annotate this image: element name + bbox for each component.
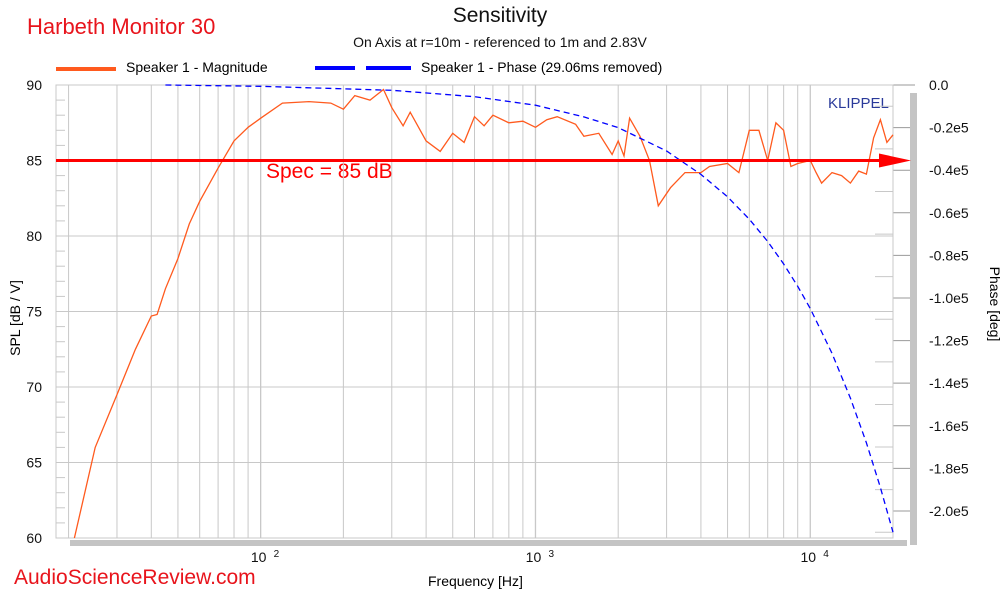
horizontal-scrollbar [70,540,907,546]
watermark: AudioScienceReview.com [14,566,256,589]
y2-tick-label: -2.0e5 [929,503,969,519]
y2-tick-label: -0.2e5 [929,120,969,136]
y2-tick-label: -0.8e5 [929,247,969,263]
series-line-phase [165,84,894,533]
y2-tick-label: -1.8e5 [929,460,969,476]
y2-tick-label: -0.6e5 [929,205,969,221]
brand-title: Harbeth Monitor 30 [27,14,216,39]
chart-subtitle: On Axis at r=10m - referenced to 1m and … [353,34,647,50]
y-tick-label: 75 [26,304,42,320]
series-line-magnitude [73,88,894,539]
klippel-logo: KLIPPEL [828,95,889,112]
y2-tick-label: -1.0e5 [929,290,969,306]
y-tick-label: 85 [26,153,42,169]
x-tick-label: 10 [526,549,542,565]
x-axis-label: Frequency [Hz] [428,573,523,589]
legend-swatch-magnitude [56,67,116,71]
legend-swatch-phase-a [315,66,355,70]
y-tick-label: 70 [26,379,42,395]
x-tick-exponent: 4 [823,549,829,560]
x-tick-label: 10 [251,549,267,565]
plot-frame [55,84,894,539]
vertical-scrollbar [910,93,917,545]
legend-swatch-phase-b [366,66,411,70]
legend-magnitude: Speaker 1 - Magnitude [126,59,268,75]
legend-phase: Speaker 1 - Phase (29.06ms removed) [421,59,663,75]
x-tick-exponent: 2 [274,549,280,560]
y2-tick-label: -1.2e5 [929,333,969,349]
y-tick-label: 60 [26,530,42,546]
y-tick-label: 65 [26,455,42,471]
y2-tick-label: -0.4e5 [929,162,969,178]
x-tick-label: 10 [800,549,816,565]
spec-annotation: Spec = 85 dB [266,160,393,183]
y-tick-label: 90 [26,77,42,93]
chart-title: Sensitivity [452,4,548,27]
y-tick-label: 80 [26,228,42,244]
x-tick-exponent: 3 [548,549,554,560]
y2-tick-label: 0.0 [929,77,949,93]
y2-tick-label: -1.4e5 [929,375,969,391]
y2-tick-label: -1.6e5 [929,418,969,434]
spec-arrow [879,153,911,168]
